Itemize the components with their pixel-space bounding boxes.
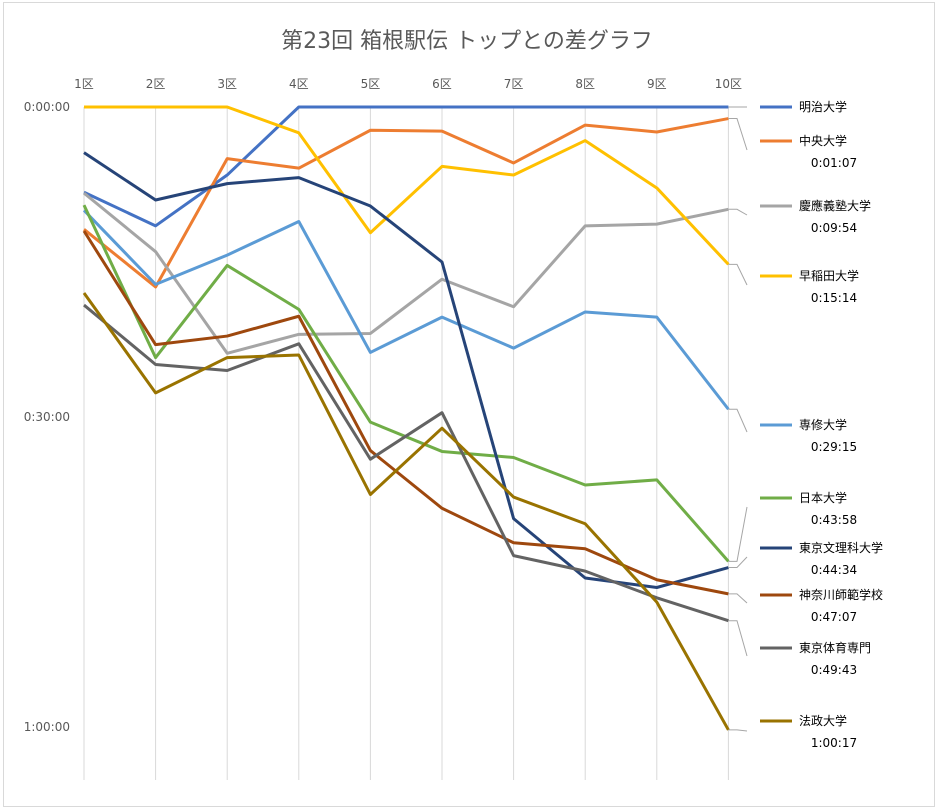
series-line xyxy=(83,191,729,355)
x-tick-label: 8区 xyxy=(575,77,595,91)
x-tick-label: 6区 xyxy=(432,77,452,91)
legend-entry: 慶應義塾大学 xyxy=(799,198,871,213)
x-tick-label: 4区 xyxy=(289,77,309,91)
x-tick-label: 3区 xyxy=(217,77,237,91)
series-line xyxy=(83,105,729,228)
y-tick-label: 0:00:00 xyxy=(24,100,70,114)
legend-entry: 日本大学 xyxy=(799,490,847,505)
series-line xyxy=(82,204,730,563)
final-gap-label: 0:15:14 xyxy=(811,291,857,305)
legend-entry: 専修大学 xyxy=(799,417,847,432)
series-line xyxy=(82,209,730,411)
x-tick-label: 10区 xyxy=(715,77,742,91)
series-line xyxy=(83,303,729,623)
leader-line xyxy=(728,408,748,433)
legend-entry: 早稲田大学 xyxy=(799,268,859,283)
final-gap-label: 0:01:07 xyxy=(811,156,857,170)
legend-entry: 東京体育専門 xyxy=(799,640,871,655)
x-tick-label: 1区 xyxy=(74,77,94,91)
legend-entry: 神奈川師範学校 xyxy=(799,587,883,602)
series-line xyxy=(83,151,729,589)
legend-entry: 明治大学 xyxy=(799,99,847,114)
x-tick-labels: 1区 2区 3区 4区 5区 6区 7区 8区 9区 10区 xyxy=(74,77,742,91)
final-gap-label: 0:09:54 xyxy=(811,221,857,235)
leader-line xyxy=(728,118,748,151)
x-tick-label: 2区 xyxy=(146,77,166,91)
legend-entry: 法政大学 xyxy=(799,713,847,728)
series-line xyxy=(82,292,730,731)
leader-line xyxy=(728,263,748,286)
y-tick-label: 0:30:00 xyxy=(24,410,70,424)
x-tick-label: 5区 xyxy=(361,77,381,91)
y-tick-labels: 0:00:00 0:30:00 1:00:00 xyxy=(24,100,70,734)
final-gap-label: 0:49:43 xyxy=(811,663,857,677)
leader-line xyxy=(728,556,748,569)
leader-line xyxy=(728,208,748,216)
leader-line xyxy=(728,506,748,562)
chart-frame xyxy=(3,2,935,807)
series-lines xyxy=(82,105,730,731)
final-gap-label: 0:43:58 xyxy=(811,513,857,527)
final-gap-label: 0:29:15 xyxy=(811,440,857,454)
leader-line xyxy=(728,593,748,604)
legend-entry: 中央大学 xyxy=(799,133,847,148)
leader-line xyxy=(728,620,748,657)
final-gap-label: 1:00:17 xyxy=(811,736,857,750)
x-tick-label: 7区 xyxy=(504,77,524,91)
final-gap-label: 0:44:34 xyxy=(811,563,857,577)
final-gap-label: 0:47:07 xyxy=(811,610,857,624)
series-line xyxy=(84,105,730,266)
leader-line xyxy=(728,729,748,732)
series-line xyxy=(83,117,729,289)
gridlines xyxy=(83,107,729,780)
y-tick-label: 1:00:00 xyxy=(24,720,70,734)
x-tick-label: 9区 xyxy=(647,77,667,91)
legend-entry: 東京文理科大学 xyxy=(799,540,883,555)
chart-title: 第23回 箱根駅伝 トップとの差グラフ xyxy=(281,29,653,54)
